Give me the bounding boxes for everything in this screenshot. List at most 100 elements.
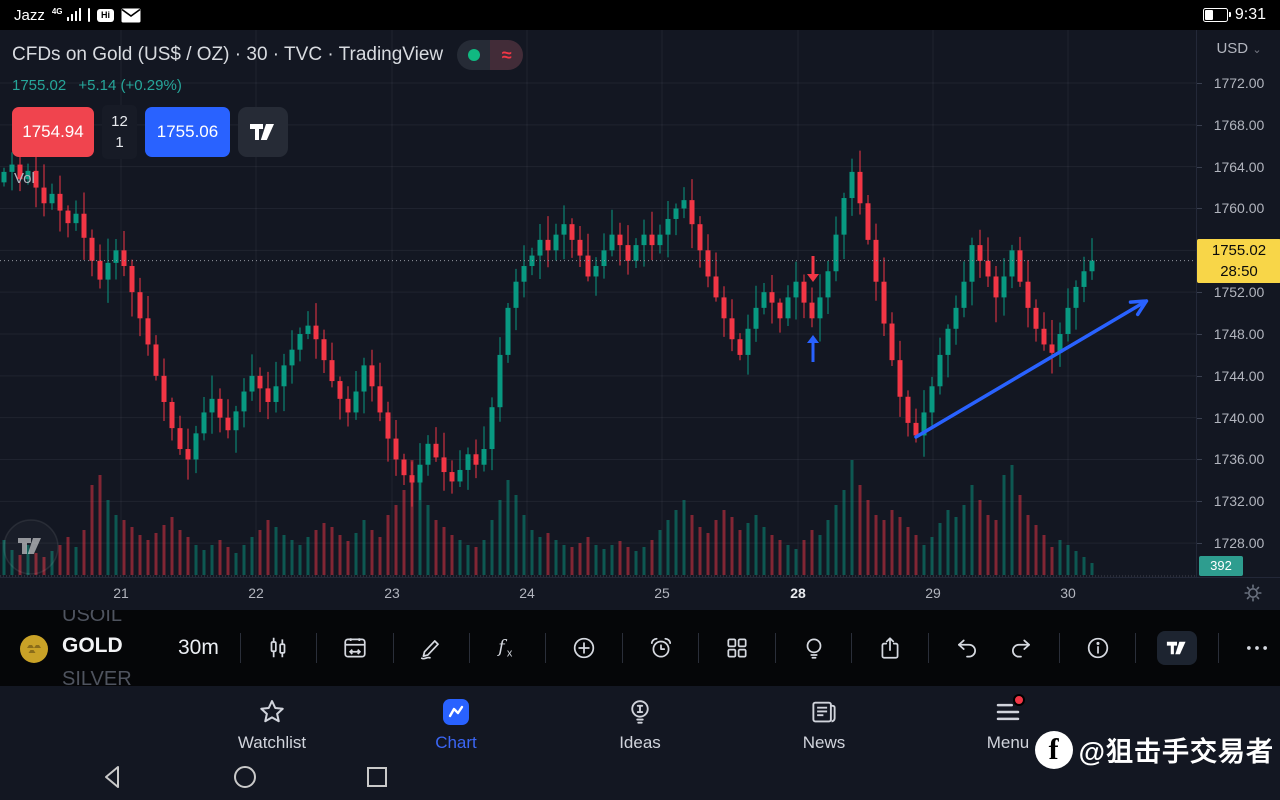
volume-bar	[210, 545, 214, 575]
chart-canvas[interactable]: Vol	[0, 30, 1196, 577]
tradingview-logo-button[interactable]	[238, 107, 288, 157]
candle-body	[753, 307, 759, 329]
volume-bar	[370, 530, 374, 575]
price-axis[interactable]: USD ⌄ 1772.001768.001764.001760.001756.0…	[1196, 30, 1280, 610]
candle-body	[761, 292, 767, 308]
nav-item-menu[interactable]: Menu	[916, 686, 1100, 762]
more-icon[interactable]	[1240, 635, 1274, 661]
volume-bar	[178, 530, 182, 575]
datafeed-ok-icon	[457, 40, 490, 70]
price-tick-mark	[1197, 124, 1202, 126]
volume-bar	[114, 515, 118, 575]
price-tick-label: 1752.00	[1213, 284, 1265, 301]
volume-bar	[2, 540, 6, 575]
volume-bar	[130, 527, 134, 575]
volume-bar	[10, 550, 14, 575]
volume-bar	[682, 500, 686, 575]
nav-item-ideas[interactable]: Ideas	[548, 686, 732, 762]
price-tick-mark	[1197, 459, 1202, 461]
candle-body	[681, 200, 687, 209]
sell-bid-button[interactable]: 1754.94	[12, 107, 94, 157]
tradingview-watermark-icon	[3, 519, 59, 575]
candle-body	[57, 193, 63, 211]
candle-body	[289, 349, 295, 366]
android-recents-button[interactable]	[364, 764, 390, 790]
redo-icon[interactable]	[1004, 635, 1038, 661]
draw-icon[interactable]	[414, 635, 448, 661]
layout-icon[interactable]	[720, 635, 754, 661]
nav-item-watchlist[interactable]: Watchlist	[180, 686, 364, 762]
trendline-arrow-annotation[interactable]	[914, 301, 1145, 439]
price-tick-label: 1728.00	[1213, 535, 1265, 552]
add-icon[interactable]	[567, 635, 601, 661]
time-axis[interactable]: 21 22 23 24 25 28 29 30	[0, 577, 1280, 611]
candle-body	[977, 245, 983, 261]
nav-item-news[interactable]: News	[732, 686, 916, 762]
volume-bar	[282, 535, 286, 575]
volume-bar	[618, 541, 622, 575]
volume-bar	[1026, 515, 1030, 575]
price-tick-mark	[1197, 375, 1202, 377]
volume-bar	[226, 547, 230, 575]
volume-bar	[946, 510, 950, 575]
candle-body	[417, 464, 423, 483]
candle-body	[857, 171, 863, 204]
candle-body	[137, 292, 143, 319]
volume-bar	[666, 520, 670, 575]
interval-button[interactable]: 30m	[178, 636, 219, 659]
alert-icon[interactable]	[644, 635, 678, 661]
idea-icon[interactable]	[797, 635, 831, 661]
share-icon[interactable]	[873, 635, 907, 661]
tv-badge-icon[interactable]	[1157, 631, 1198, 665]
undo-icon[interactable]	[950, 635, 984, 661]
candle-body	[793, 281, 799, 298]
candle-body	[1033, 307, 1039, 329]
volume-bar	[658, 530, 662, 575]
candle-body	[689, 200, 695, 225]
candle-body	[1049, 344, 1055, 353]
volume-bar	[434, 520, 438, 575]
calendar-icon[interactable]	[338, 635, 372, 661]
candle-body	[145, 318, 151, 345]
volume-bar	[290, 540, 294, 575]
volume-bar	[594, 545, 598, 575]
candle-body	[585, 255, 591, 277]
symbol-title[interactable]: CFDs on Gold (US$ / OZ) · 30 · TVC · Tra…	[12, 44, 444, 65]
candle-body	[65, 210, 71, 224]
symbol-next[interactable]: SILVER	[62, 668, 132, 686]
candle-body	[281, 365, 287, 387]
candle-body	[305, 325, 311, 334]
volume-bar	[858, 485, 862, 575]
candle-body	[1001, 276, 1007, 298]
nav-item-chart[interactable]: Chart	[364, 686, 548, 762]
volume-bar	[978, 500, 982, 575]
ideas-icon	[625, 696, 655, 728]
volume-bar	[546, 533, 550, 575]
buy-ask-button[interactable]: 1755.06	[145, 107, 230, 157]
symbol-previous[interactable]: USOIL	[62, 610, 123, 626]
android-back-button[interactable]	[100, 764, 126, 790]
candle-body	[273, 386, 279, 402]
candle-body	[113, 250, 119, 263]
candle-body	[865, 203, 871, 240]
android-home-button[interactable]	[232, 764, 258, 790]
volume-bar	[786, 545, 790, 575]
connection-status-pill[interactable]: ≈	[457, 40, 524, 70]
volume-bar	[898, 517, 902, 575]
volume-bar	[418, 480, 422, 575]
symbol-picker[interactable]: USOIL GOLD SILVER	[12, 610, 177, 686]
volume-bar	[122, 520, 126, 575]
candle-body	[17, 164, 23, 180]
volume-bar	[1042, 535, 1046, 575]
candle-body	[801, 281, 807, 303]
currency-dropdown[interactable]: USD ⌄	[1197, 40, 1280, 57]
candles-icon[interactable]	[261, 635, 295, 661]
candle-body	[697, 224, 703, 251]
chart-settings-gear-icon[interactable]	[1242, 582, 1264, 604]
volume-bar	[962, 505, 966, 575]
symbol-current[interactable]: GOLD	[62, 634, 123, 657]
info-icon[interactable]	[1081, 635, 1115, 661]
volume-bar	[1066, 545, 1070, 575]
candle-body	[345, 398, 351, 413]
